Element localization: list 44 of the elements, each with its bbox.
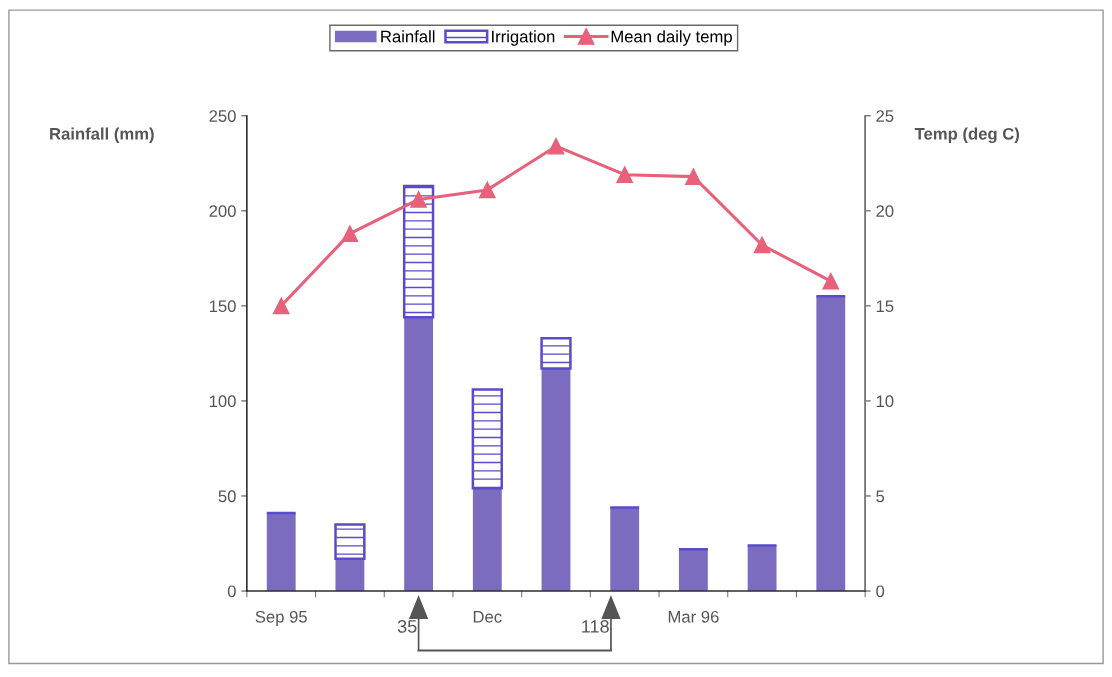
y2-tick-label: 25 — [876, 110, 894, 122]
y-tick-label: 250 — [209, 110, 236, 122]
y2-tick-label: 15 — [876, 300, 894, 313]
y-tick-label: 50 — [218, 490, 236, 503]
x-tick-label: Sep 95 — [255, 610, 307, 626]
bar — [404, 317, 434, 592]
point — [410, 191, 427, 208]
y-tick-label: 200 — [209, 205, 236, 218]
legend-label: Irrigation — [492, 30, 555, 46]
text: 118 — [582, 620, 609, 633]
y2-tick-label: 5 — [876, 490, 885, 503]
point — [616, 166, 634, 184]
y-tick-label: 100 — [209, 395, 236, 408]
bar — [334, 523, 366, 560]
bar — [610, 507, 640, 592]
y2-tick-label: 20 — [876, 205, 894, 218]
y2-tick-label: 0 — [876, 585, 885, 598]
x-tick-label: Mar 96 — [668, 610, 719, 623]
legend-label: Rainfall — [381, 30, 435, 43]
bar — [678, 549, 708, 592]
bar — [266, 513, 296, 592]
y-axis-title: Rainfall (mm) — [50, 127, 154, 143]
bar — [471, 388, 503, 490]
point — [822, 272, 840, 290]
text: 35 — [397, 620, 417, 633]
y-tick-label: 150 — [209, 300, 236, 313]
bar — [540, 336, 572, 370]
bar — [335, 558, 365, 592]
bar — [402, 184, 435, 319]
y-tick-label: 0 — [227, 585, 236, 598]
bar — [541, 368, 571, 592]
point — [547, 137, 565, 155]
x-tick-label: Dec — [473, 611, 502, 623]
point — [478, 181, 496, 199]
bar — [747, 545, 777, 592]
bar — [816, 296, 846, 592]
bar — [472, 488, 502, 592]
point — [341, 225, 359, 242]
y2-axis-title: Temp (deg C) — [914, 127, 1020, 144]
point — [753, 236, 771, 254]
point — [685, 168, 702, 185]
point — [272, 297, 290, 315]
legend-label: Mean daily temp — [611, 30, 732, 46]
y2-tick-label: 10 — [876, 395, 894, 408]
